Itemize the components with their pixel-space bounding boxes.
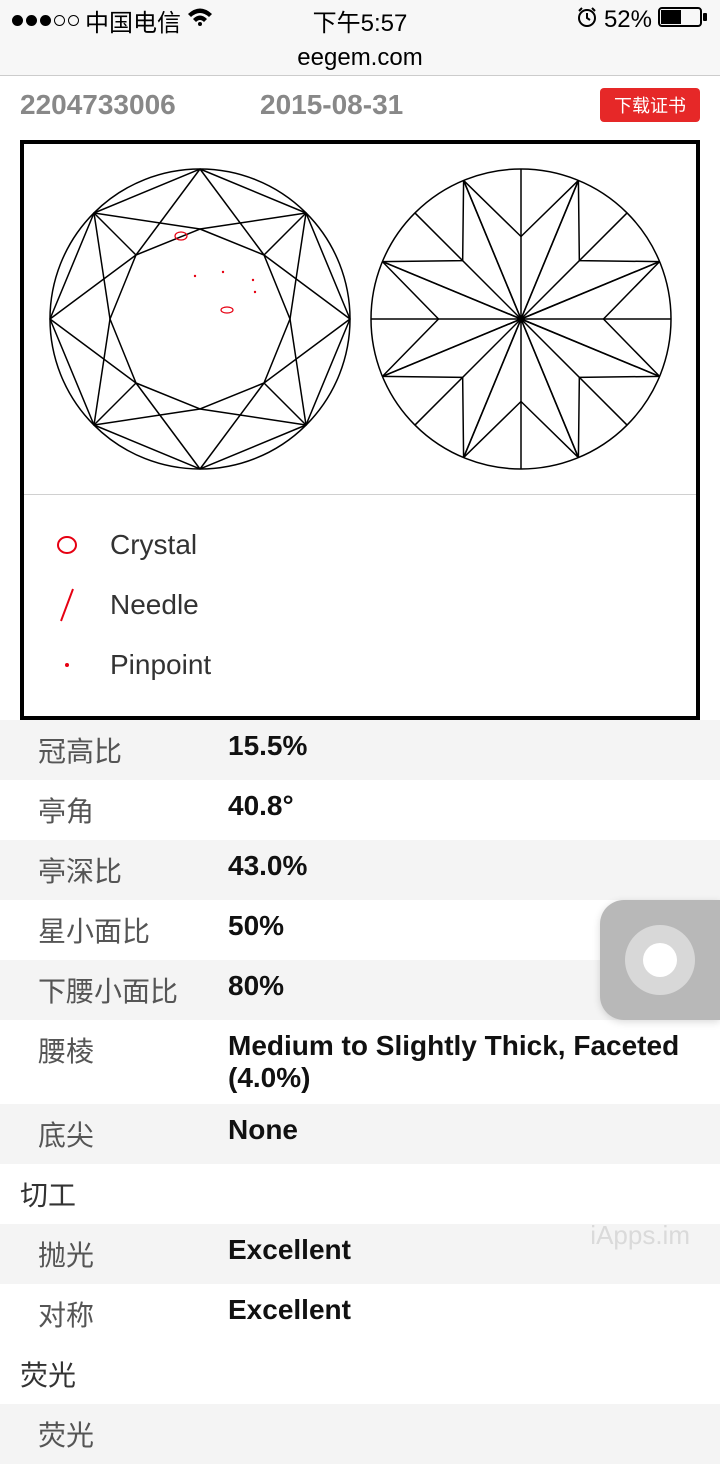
signal-dot — [26, 15, 37, 26]
spec-label: 对称 — [38, 1294, 228, 1334]
diamond-diagram-box: Crystal Needle Pinpoint — [20, 140, 700, 720]
spec-value: Excellent — [228, 1234, 720, 1274]
cert-id: 2204733006 — [20, 89, 260, 121]
spec-label: 腰棱 — [38, 1030, 228, 1094]
spec-label: 抛光 — [38, 1234, 228, 1274]
cert-header: 2204733006 2015-08-31 下载证书 — [0, 76, 720, 140]
spec-label: 底尖 — [38, 1114, 228, 1154]
spec-value: 15.5% — [228, 730, 720, 770]
status-right: 52% — [407, 6, 708, 35]
spec-row: 亭角40.8° — [0, 780, 720, 840]
assistive-touch-core — [643, 943, 677, 977]
legend-item-pinpoint: Pinpoint — [49, 647, 671, 683]
status-time: 下午5:57 — [313, 3, 408, 38]
spec-label: 冠高比 — [38, 730, 228, 770]
fluorescence-section-header: 荧光 — [0, 1344, 720, 1404]
inclusion-legend: Crystal Needle Pinpoint — [24, 494, 696, 716]
signal-dot — [54, 15, 65, 26]
cert-date: 2015-08-31 — [260, 89, 600, 121]
pinpoint-icon — [49, 647, 85, 683]
signal-dot — [12, 15, 23, 26]
status-bar: 中国电信 下午5:57 52% — [0, 0, 720, 40]
url-text: eegem.com — [297, 44, 422, 72]
alarm-icon — [576, 6, 598, 35]
spec-label: 亭深比 — [38, 850, 228, 890]
legend-item-needle: Needle — [49, 587, 671, 623]
spec-value: 40.8° — [228, 790, 720, 830]
cut-section-header: 切工 — [0, 1164, 720, 1224]
battery-pct: 52% — [604, 6, 652, 34]
signal-dots — [12, 15, 79, 26]
pavilion-view-diagram — [366, 164, 676, 474]
spec-row: 冠高比15.5% — [0, 720, 720, 780]
crystal-icon — [49, 527, 85, 563]
fluorescence-table: 荧光 — [0, 1404, 720, 1464]
spec-label: 亭角 — [38, 790, 228, 830]
spec-row: 抛光Excellent — [0, 1224, 720, 1284]
legend-label: Pinpoint — [110, 649, 211, 681]
wifi-icon — [187, 6, 213, 34]
spec-value: None — [228, 1114, 720, 1154]
spec-value: Medium to Slightly Thick, Faceted (4.0%) — [228, 1030, 720, 1094]
legend-label: Crystal — [110, 529, 197, 561]
spec-value: Excellent — [228, 1294, 720, 1334]
download-cert-button[interactable]: 下载证书 — [600, 88, 700, 122]
cut-table: 抛光Excellent对称Excellent — [0, 1224, 720, 1344]
spec-row: 荧光 — [0, 1404, 720, 1464]
needle-icon — [49, 587, 85, 623]
spec-label: 下腰小面比 — [38, 970, 228, 1010]
assistive-touch-inner — [625, 925, 695, 995]
signal-dot — [40, 15, 51, 26]
spec-row: 腰棱Medium to Slightly Thick, Faceted (4.0… — [0, 1020, 720, 1104]
crown-view-diagram — [45, 164, 355, 474]
signal-dot — [68, 15, 79, 26]
status-left: 中国电信 — [12, 3, 313, 38]
carrier-label: 中国电信 — [85, 3, 181, 38]
spec-row: 对称Excellent — [0, 1284, 720, 1344]
spec-row: 亭深比43.0% — [0, 840, 720, 900]
content: 2204733006 2015-08-31 下载证书 — [0, 76, 720, 1464]
diagram-views — [24, 144, 696, 494]
spec-row: 底尖None — [0, 1104, 720, 1164]
legend-label: Needle — [110, 589, 199, 621]
spec-label: 星小面比 — [38, 910, 228, 950]
spec-value: 43.0% — [228, 850, 720, 890]
battery-icon — [658, 6, 708, 35]
spec-label: 荧光 — [38, 1414, 228, 1454]
assistive-touch-widget[interactable] — [600, 900, 720, 1020]
spec-value — [228, 1414, 720, 1454]
legend-item-crystal: Crystal — [49, 527, 671, 563]
url-bar[interactable]: eegem.com — [0, 40, 720, 76]
